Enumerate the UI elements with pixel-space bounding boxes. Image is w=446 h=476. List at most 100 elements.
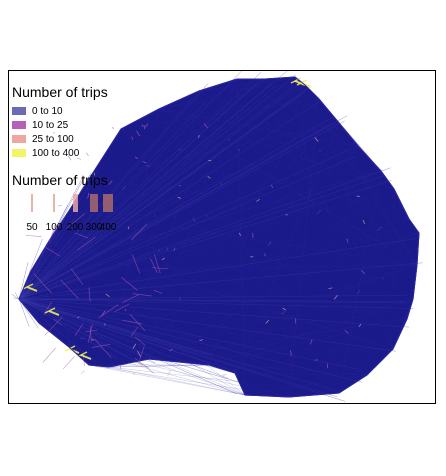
flow-line xyxy=(236,78,408,320)
flow-line xyxy=(68,78,238,348)
flow-line xyxy=(68,318,408,348)
flow-line xyxy=(151,267,169,270)
flow-line xyxy=(18,82,209,300)
flow-line xyxy=(30,270,210,366)
flow-line xyxy=(30,170,382,272)
flow-line xyxy=(199,339,203,342)
flow-line xyxy=(205,215,208,217)
flow-line xyxy=(30,270,340,394)
flow-line xyxy=(48,240,246,396)
flow-line xyxy=(207,175,211,179)
flow-line xyxy=(105,293,110,298)
flow-line xyxy=(30,270,90,366)
flow-line xyxy=(318,98,394,350)
flow-line xyxy=(173,247,176,252)
flow-line xyxy=(357,290,361,295)
flow-line xyxy=(18,298,338,398)
flow-line xyxy=(30,264,418,272)
flow-line xyxy=(158,76,296,110)
flow-line xyxy=(288,374,368,398)
flow-line xyxy=(148,358,368,376)
flow-line xyxy=(18,298,340,394)
flow-line xyxy=(18,80,305,300)
flow-line xyxy=(30,84,306,272)
flow-line xyxy=(366,170,382,376)
flow-line xyxy=(153,289,163,294)
flow-line xyxy=(208,318,408,366)
flow-line xyxy=(108,180,113,185)
flow-line xyxy=(48,78,238,242)
flow-line xyxy=(288,348,394,398)
flow-line xyxy=(88,364,246,396)
flow-line xyxy=(122,319,142,324)
flow-line xyxy=(316,209,322,215)
flow-line xyxy=(48,240,394,350)
flow-line xyxy=(67,155,72,161)
flow-line xyxy=(234,348,394,374)
flow-line xyxy=(150,258,158,274)
flow-line xyxy=(208,298,414,366)
flow-line xyxy=(263,253,266,257)
flow-line xyxy=(333,294,338,300)
flow-line xyxy=(88,178,290,398)
flow-line xyxy=(48,78,266,242)
flow-line xyxy=(18,264,418,300)
flow-line xyxy=(48,240,394,350)
flow-line xyxy=(158,108,394,350)
flow-line xyxy=(148,98,320,360)
flow-line xyxy=(13,297,20,300)
flow-line xyxy=(179,184,181,187)
fill-legend-items: 0 to 10 10 to 25 25 to 100 100 to 400 xyxy=(12,104,108,160)
flow-line xyxy=(236,78,246,396)
flow-line xyxy=(11,293,20,300)
flow-line xyxy=(236,78,410,220)
flow-line xyxy=(108,84,306,368)
flow-line xyxy=(148,318,408,360)
flow-line xyxy=(288,264,418,398)
flow-line xyxy=(18,77,263,300)
flow-line xyxy=(120,128,368,376)
flow-line xyxy=(18,298,39,329)
flow-line xyxy=(108,78,238,368)
flow-line xyxy=(18,210,70,300)
flow-line xyxy=(18,238,416,300)
flow-line xyxy=(18,76,296,300)
flow-line xyxy=(244,98,320,396)
flow-line xyxy=(234,122,340,374)
trip-network-map xyxy=(11,71,423,402)
flow-line xyxy=(236,78,360,148)
flow-line xyxy=(198,134,200,138)
flow-line xyxy=(108,188,395,368)
flow-line xyxy=(48,78,266,242)
flow-line xyxy=(148,264,418,360)
flow-line xyxy=(80,370,85,374)
flow-line xyxy=(148,84,306,360)
flow-line xyxy=(244,218,410,396)
flow-line xyxy=(124,308,127,312)
flow-line xyxy=(68,146,360,212)
flow-line xyxy=(362,219,366,225)
flow-line xyxy=(18,188,395,300)
flow-line xyxy=(234,218,410,374)
flow-line xyxy=(18,116,334,300)
flow-line xyxy=(208,76,296,366)
flow-line xyxy=(366,218,410,376)
flow-line xyxy=(30,232,420,272)
flow-line xyxy=(30,98,320,272)
flow-line xyxy=(18,101,320,300)
flow-line xyxy=(18,298,96,363)
flow-line xyxy=(361,269,366,275)
width-legend-label: 100 xyxy=(45,222,63,233)
flow-line xyxy=(132,343,137,349)
flow-line xyxy=(30,76,296,272)
flow-line xyxy=(304,84,418,266)
flow-line xyxy=(30,170,382,272)
flow-line xyxy=(18,86,275,300)
flow-line xyxy=(18,298,414,309)
fill-legend-swatch xyxy=(12,135,26,143)
flow-line xyxy=(264,78,290,398)
width-legend-items: 50 100 200 300 400 xyxy=(12,188,132,233)
flow-line xyxy=(294,76,368,376)
flow-line xyxy=(158,108,360,148)
flow-line xyxy=(318,150,322,152)
